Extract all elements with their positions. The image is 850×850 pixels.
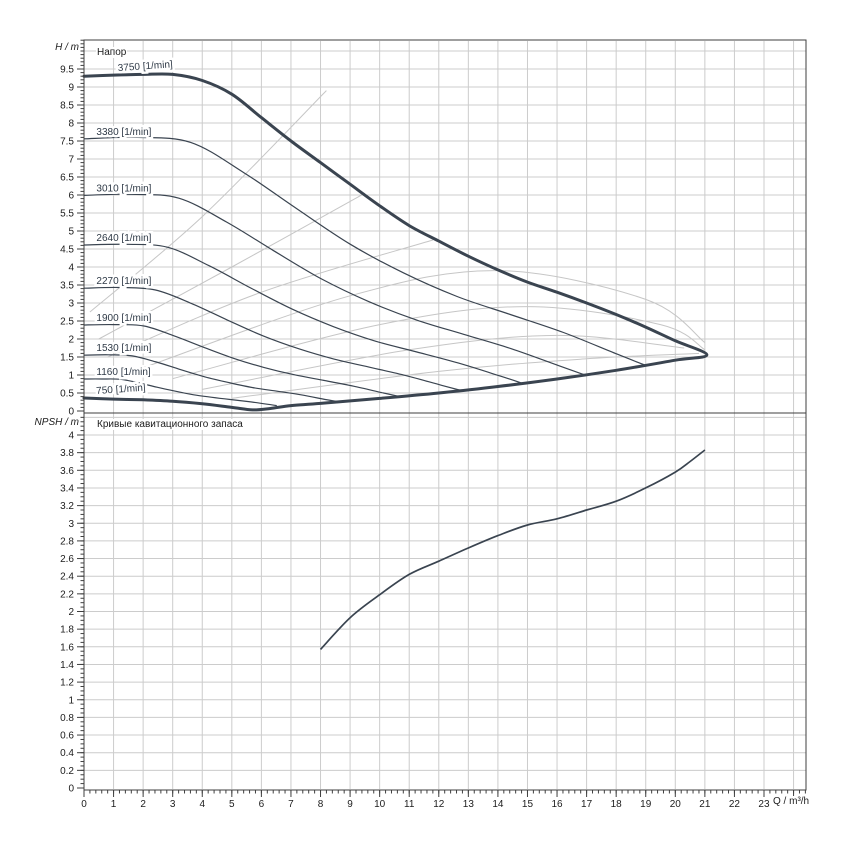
npsh-y-tick-label: 1.4 [60, 660, 74, 671]
npsh-y-tick-label: 3.4 [60, 483, 74, 494]
head-y-tick-label: 2 [68, 335, 74, 346]
npsh-axis-title: NPSH / m [22, 417, 80, 428]
npsh-y-tick-label: 3 [68, 519, 74, 530]
head-y-tick-label: 6.5 [60, 173, 74, 184]
head-y-tick-label: 0.5 [60, 389, 74, 400]
head-y-tick-label: 0 [68, 407, 74, 418]
npsh-y-tick-label: 0 [68, 784, 74, 795]
head-y-tick-label: 4 [68, 263, 74, 274]
x-tick-label: 13 [463, 799, 475, 810]
speed-label-1160: 1160 [1/min] [96, 367, 151, 378]
npsh-y-tick-label: 2.4 [60, 572, 74, 583]
head-y-tick-label: 7 [68, 155, 74, 166]
npsh-y-tick-label: 0.4 [60, 748, 74, 759]
x-tick-label: 14 [492, 799, 504, 810]
x-tick-label: 5 [229, 799, 235, 810]
head-y-tick-label: 6 [68, 191, 74, 202]
x-tick-label: 1 [111, 799, 117, 810]
x-tick-label: 15 [522, 799, 534, 810]
npsh-y-tick-label: 2.8 [60, 536, 74, 547]
speed-label-3010: 3010 [1/min] [96, 183, 151, 194]
pump-curve-1900 [83, 323, 400, 398]
x-tick-label: 8 [318, 799, 324, 810]
head-y-tick-label: 3 [68, 299, 74, 310]
npsh-y-tick-label: 2.2 [60, 589, 74, 600]
x-tick-label: 12 [433, 799, 445, 810]
x-tick-label: 10 [374, 799, 386, 810]
x-tick-label: 21 [699, 799, 711, 810]
speed-label-1900: 1900 [1/min] [96, 313, 151, 324]
speed-label-2270: 2270 [1/min] [96, 276, 151, 287]
npsh-y-tick-label: 1 [68, 695, 74, 706]
x-tick-label: 11 [404, 799, 415, 810]
pump-curve-envelope [82, 72, 709, 412]
head-y-tick-label: 9 [68, 83, 74, 94]
pump-curve-3010 [83, 193, 585, 376]
iso-efficiency-line [231, 352, 700, 399]
iso-efficiency-line [107, 239, 434, 358]
x-tick-label: 22 [729, 799, 741, 810]
head-panel-title: Напор [96, 47, 128, 58]
speed-label-2640: 2640 [1/min] [96, 233, 151, 244]
npsh-y-tick-label: 2.6 [60, 554, 74, 565]
npsh-y-tick-label: 0.8 [60, 713, 74, 724]
head-y-tick-label: 3.5 [60, 281, 74, 292]
x-tick-label: 0 [81, 799, 87, 810]
npsh-y-tick-label: 3.8 [60, 448, 74, 459]
pump-curve-2640 [83, 243, 523, 384]
speed-label-3750: 3750 [1/min] [117, 59, 173, 74]
npsh-y-tick-label: 1.6 [60, 642, 74, 653]
iso-efficiency-line [142, 270, 706, 369]
head-y-tick-label: 2.5 [60, 317, 74, 328]
speed-label-750: 750 [1/min] [96, 383, 146, 397]
x-tick-label: 18 [611, 799, 623, 810]
npsh-panel-title: Кривые кавитационного запаса [96, 419, 244, 430]
npsh-y-tick-label: 0.2 [60, 766, 74, 777]
iso-efficiency-line [172, 306, 706, 380]
npsh-y-tick-label: 3.2 [60, 501, 74, 512]
head-y-tick-label: 1 [68, 371, 74, 382]
x-tick-label: 23 [758, 799, 770, 810]
x-tick-label: 19 [640, 799, 652, 810]
npsh-y-tick-label: 2 [68, 607, 74, 618]
npsh-curve [319, 449, 706, 650]
head-y-tick-label: 4.5 [60, 245, 74, 256]
x-tick-label: 4 [199, 799, 205, 810]
head-y-tick-label: 8.5 [60, 101, 74, 112]
npsh-y-tick-label: 1.8 [60, 625, 74, 636]
x-tick-label: 3 [170, 799, 176, 810]
flow-axis-title: Q / m³/h [772, 796, 811, 807]
x-tick-label: 20 [670, 799, 682, 810]
head-y-tick-label: 9.5 [60, 65, 74, 76]
npsh-y-tick-label: 4 [68, 431, 74, 442]
x-tick-label: 16 [551, 799, 563, 810]
head-y-tick-label: 8 [68, 119, 74, 130]
x-tick-label: 17 [581, 799, 593, 810]
head-axis-title: H / m [30, 42, 80, 53]
head-y-tick-label: 7.5 [60, 137, 74, 148]
head-y-tick-label: 5.5 [60, 209, 74, 220]
iso-efficiency-line [202, 334, 685, 390]
npsh-y-tick-label: 3.6 [60, 466, 74, 477]
npsh-panel-border [83, 412, 807, 791]
npsh-y-tick-label: 0.6 [60, 731, 74, 742]
iso-efficiency-line [89, 90, 327, 313]
head-y-tick-label: 5 [68, 227, 74, 238]
x-tick-label: 7 [288, 799, 294, 810]
head-y-tick-label: 1.5 [60, 353, 74, 364]
pump-curve-1160 [83, 378, 277, 407]
speed-label-1530: 1530 [1/min] [96, 343, 151, 354]
pump-curve-3380 [83, 136, 646, 366]
speed-label-3380: 3380 [1/min] [96, 127, 151, 138]
pump-curve-1530 [83, 354, 339, 403]
pump-curve-2270 [83, 286, 462, 392]
iso-efficiency-line [98, 192, 366, 340]
npsh-y-tick-label: 1.2 [60, 678, 74, 689]
x-tick-label: 6 [259, 799, 265, 810]
x-tick-label: 2 [140, 799, 146, 810]
x-tick-label: 9 [347, 799, 353, 810]
